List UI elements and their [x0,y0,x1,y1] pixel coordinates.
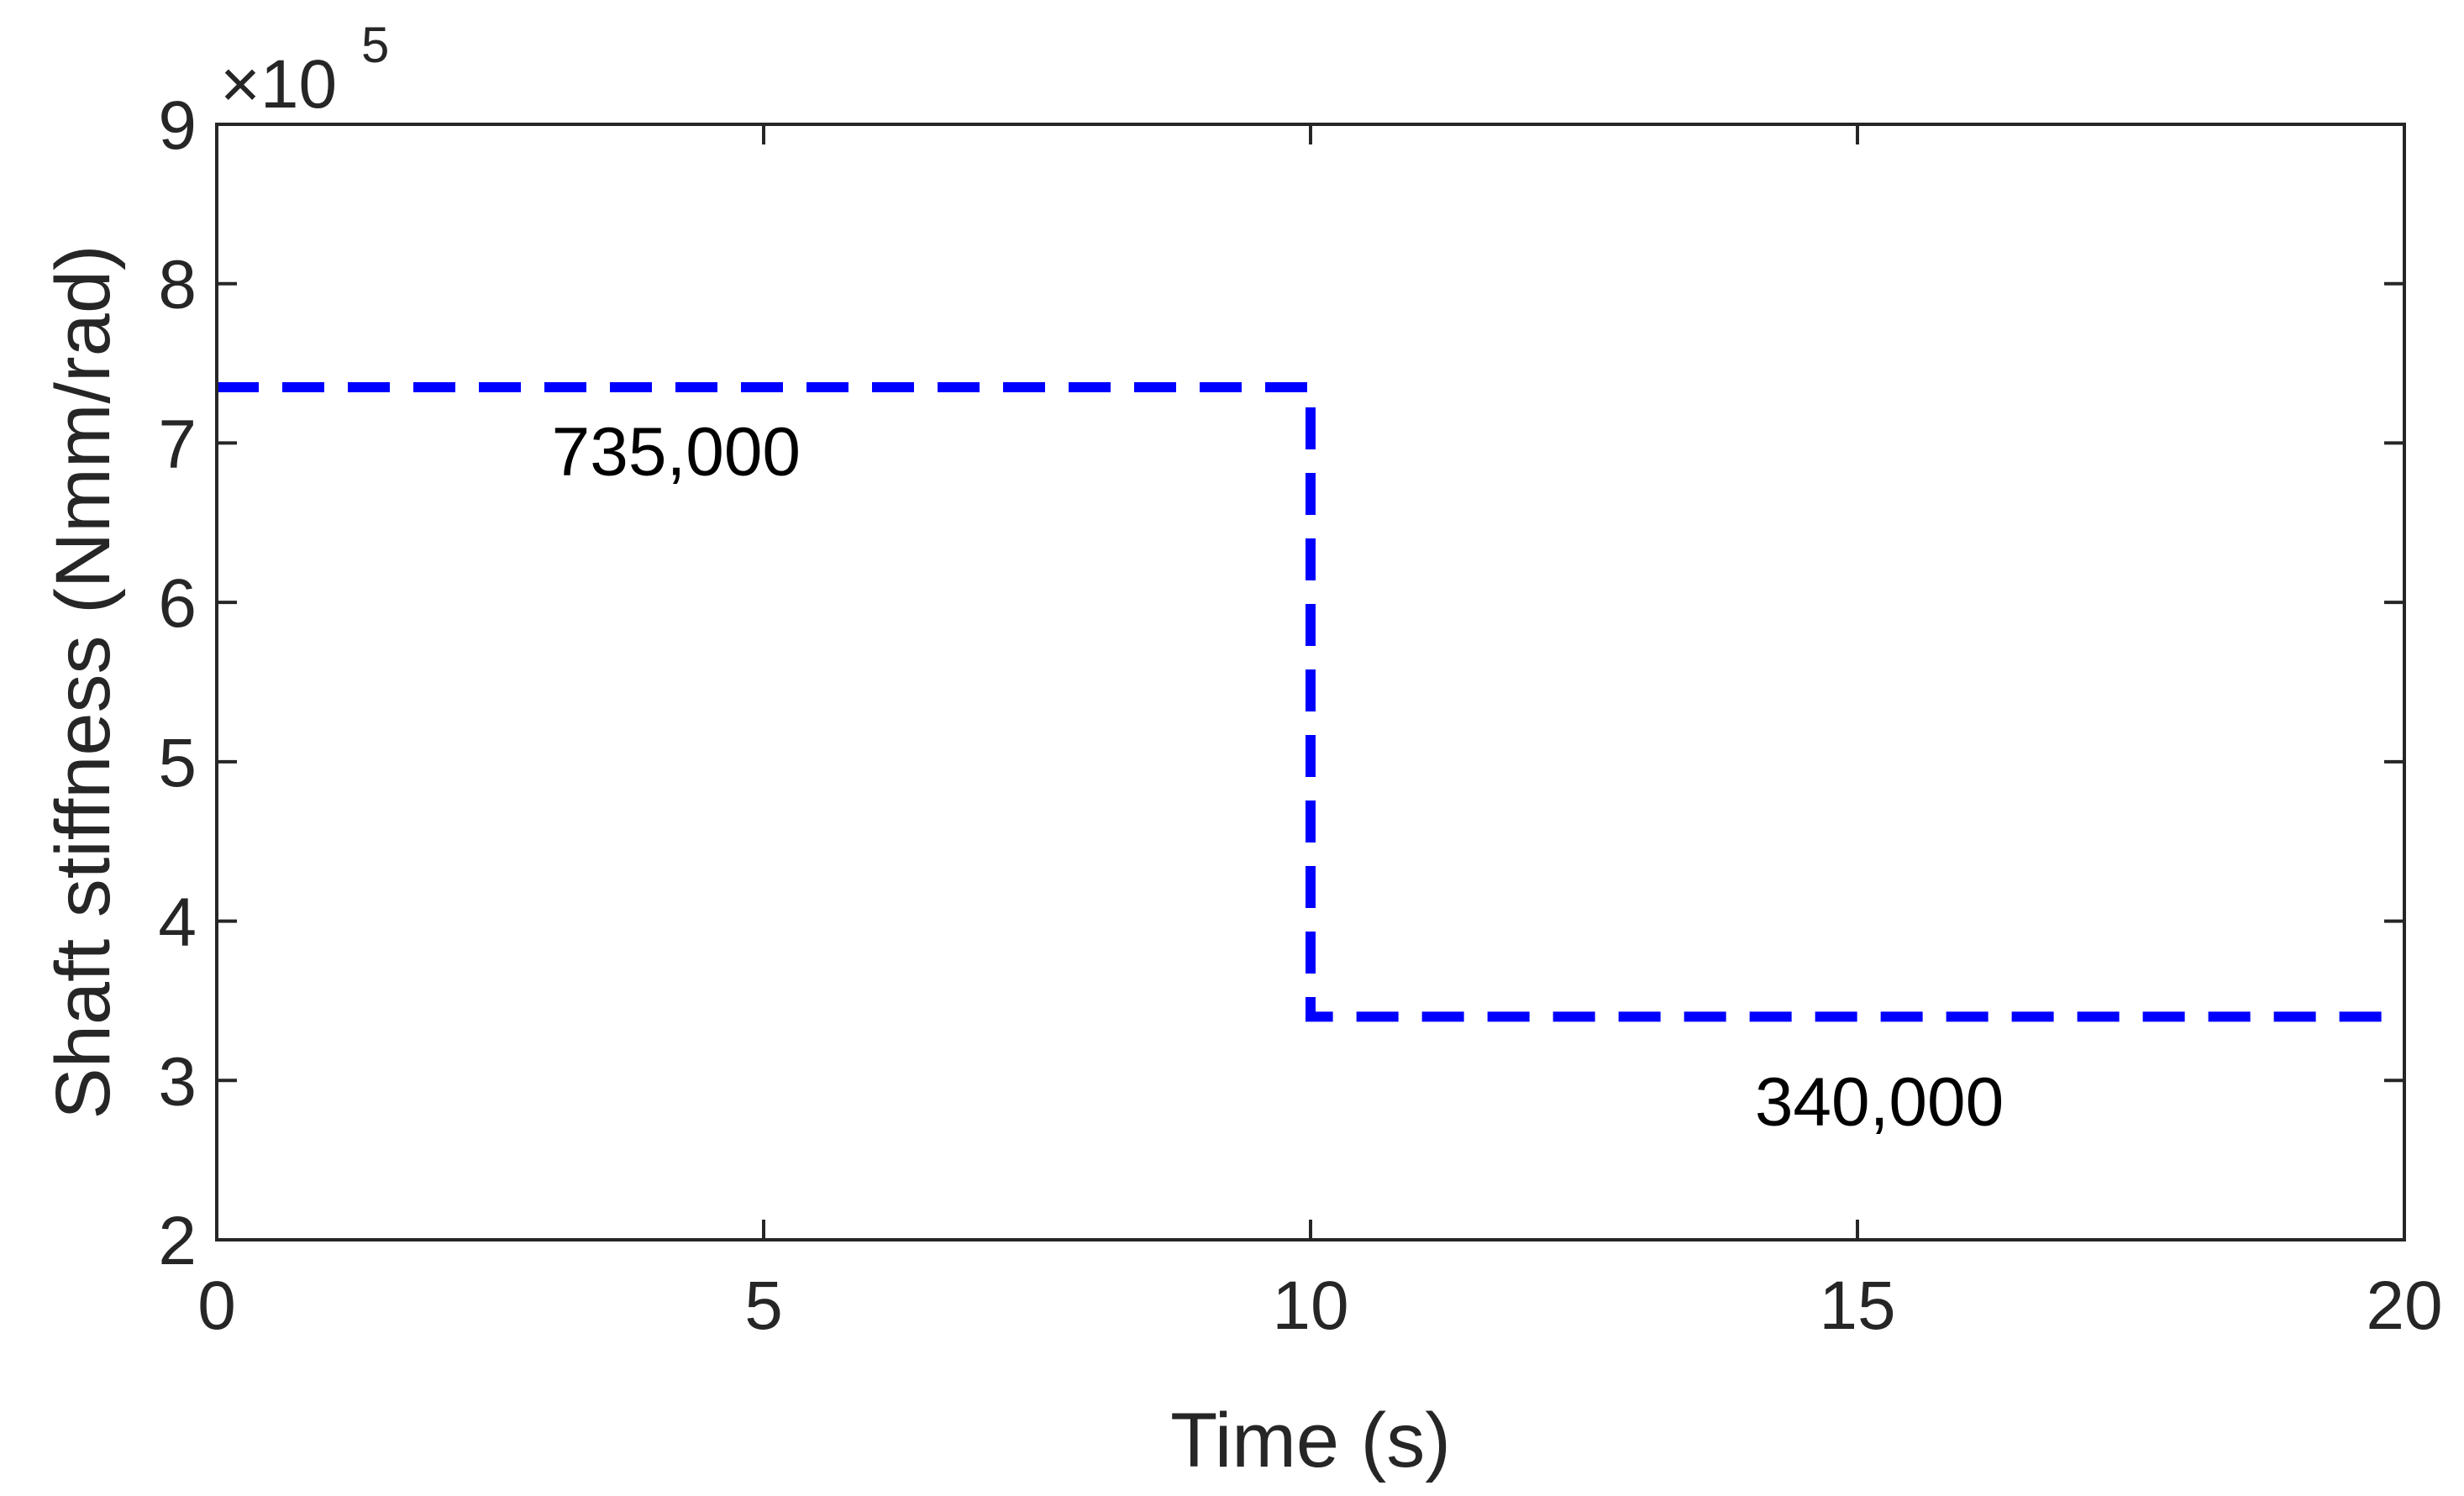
x-axis-label: Time (s) [1170,1398,1451,1483]
y-tick-label: 3 [158,1043,197,1120]
y-tick-label: 8 [158,247,197,323]
x-tick-label: 10 [1272,1268,1348,1344]
y-tick-label: 4 [158,884,197,961]
y-multiplier-base: ×10 [220,46,337,123]
annotations: 735,000 340,000 [552,413,2004,1140]
y-tick-label: 2 [158,1203,197,1279]
y-tick-label: 5 [158,725,197,801]
x-tick-label: 5 [744,1268,783,1344]
y-tick-label: 9 [158,87,197,164]
x-tick-label: 0 [197,1268,236,1344]
x-tick-label: 15 [1819,1268,1895,1344]
x-tick-label: 20 [2366,1268,2442,1344]
value-annotation: 735,000 [552,413,801,490]
tick-labels: 0 5 10 15 20 2 3 4 5 6 7 8 9 [158,87,2442,1344]
series-layer [217,382,2404,1022]
y-tick-label: 6 [158,565,197,642]
y-tick-label: 7 [158,406,197,482]
value-annotation: 340,000 [1755,1063,2004,1140]
y-axis-label: Shaft stiffness (Nmm/rad) [40,244,126,1119]
series-line [217,382,2404,1022]
y-multiplier-exponent: 5 [361,17,389,73]
axes-box [215,123,2406,1241]
